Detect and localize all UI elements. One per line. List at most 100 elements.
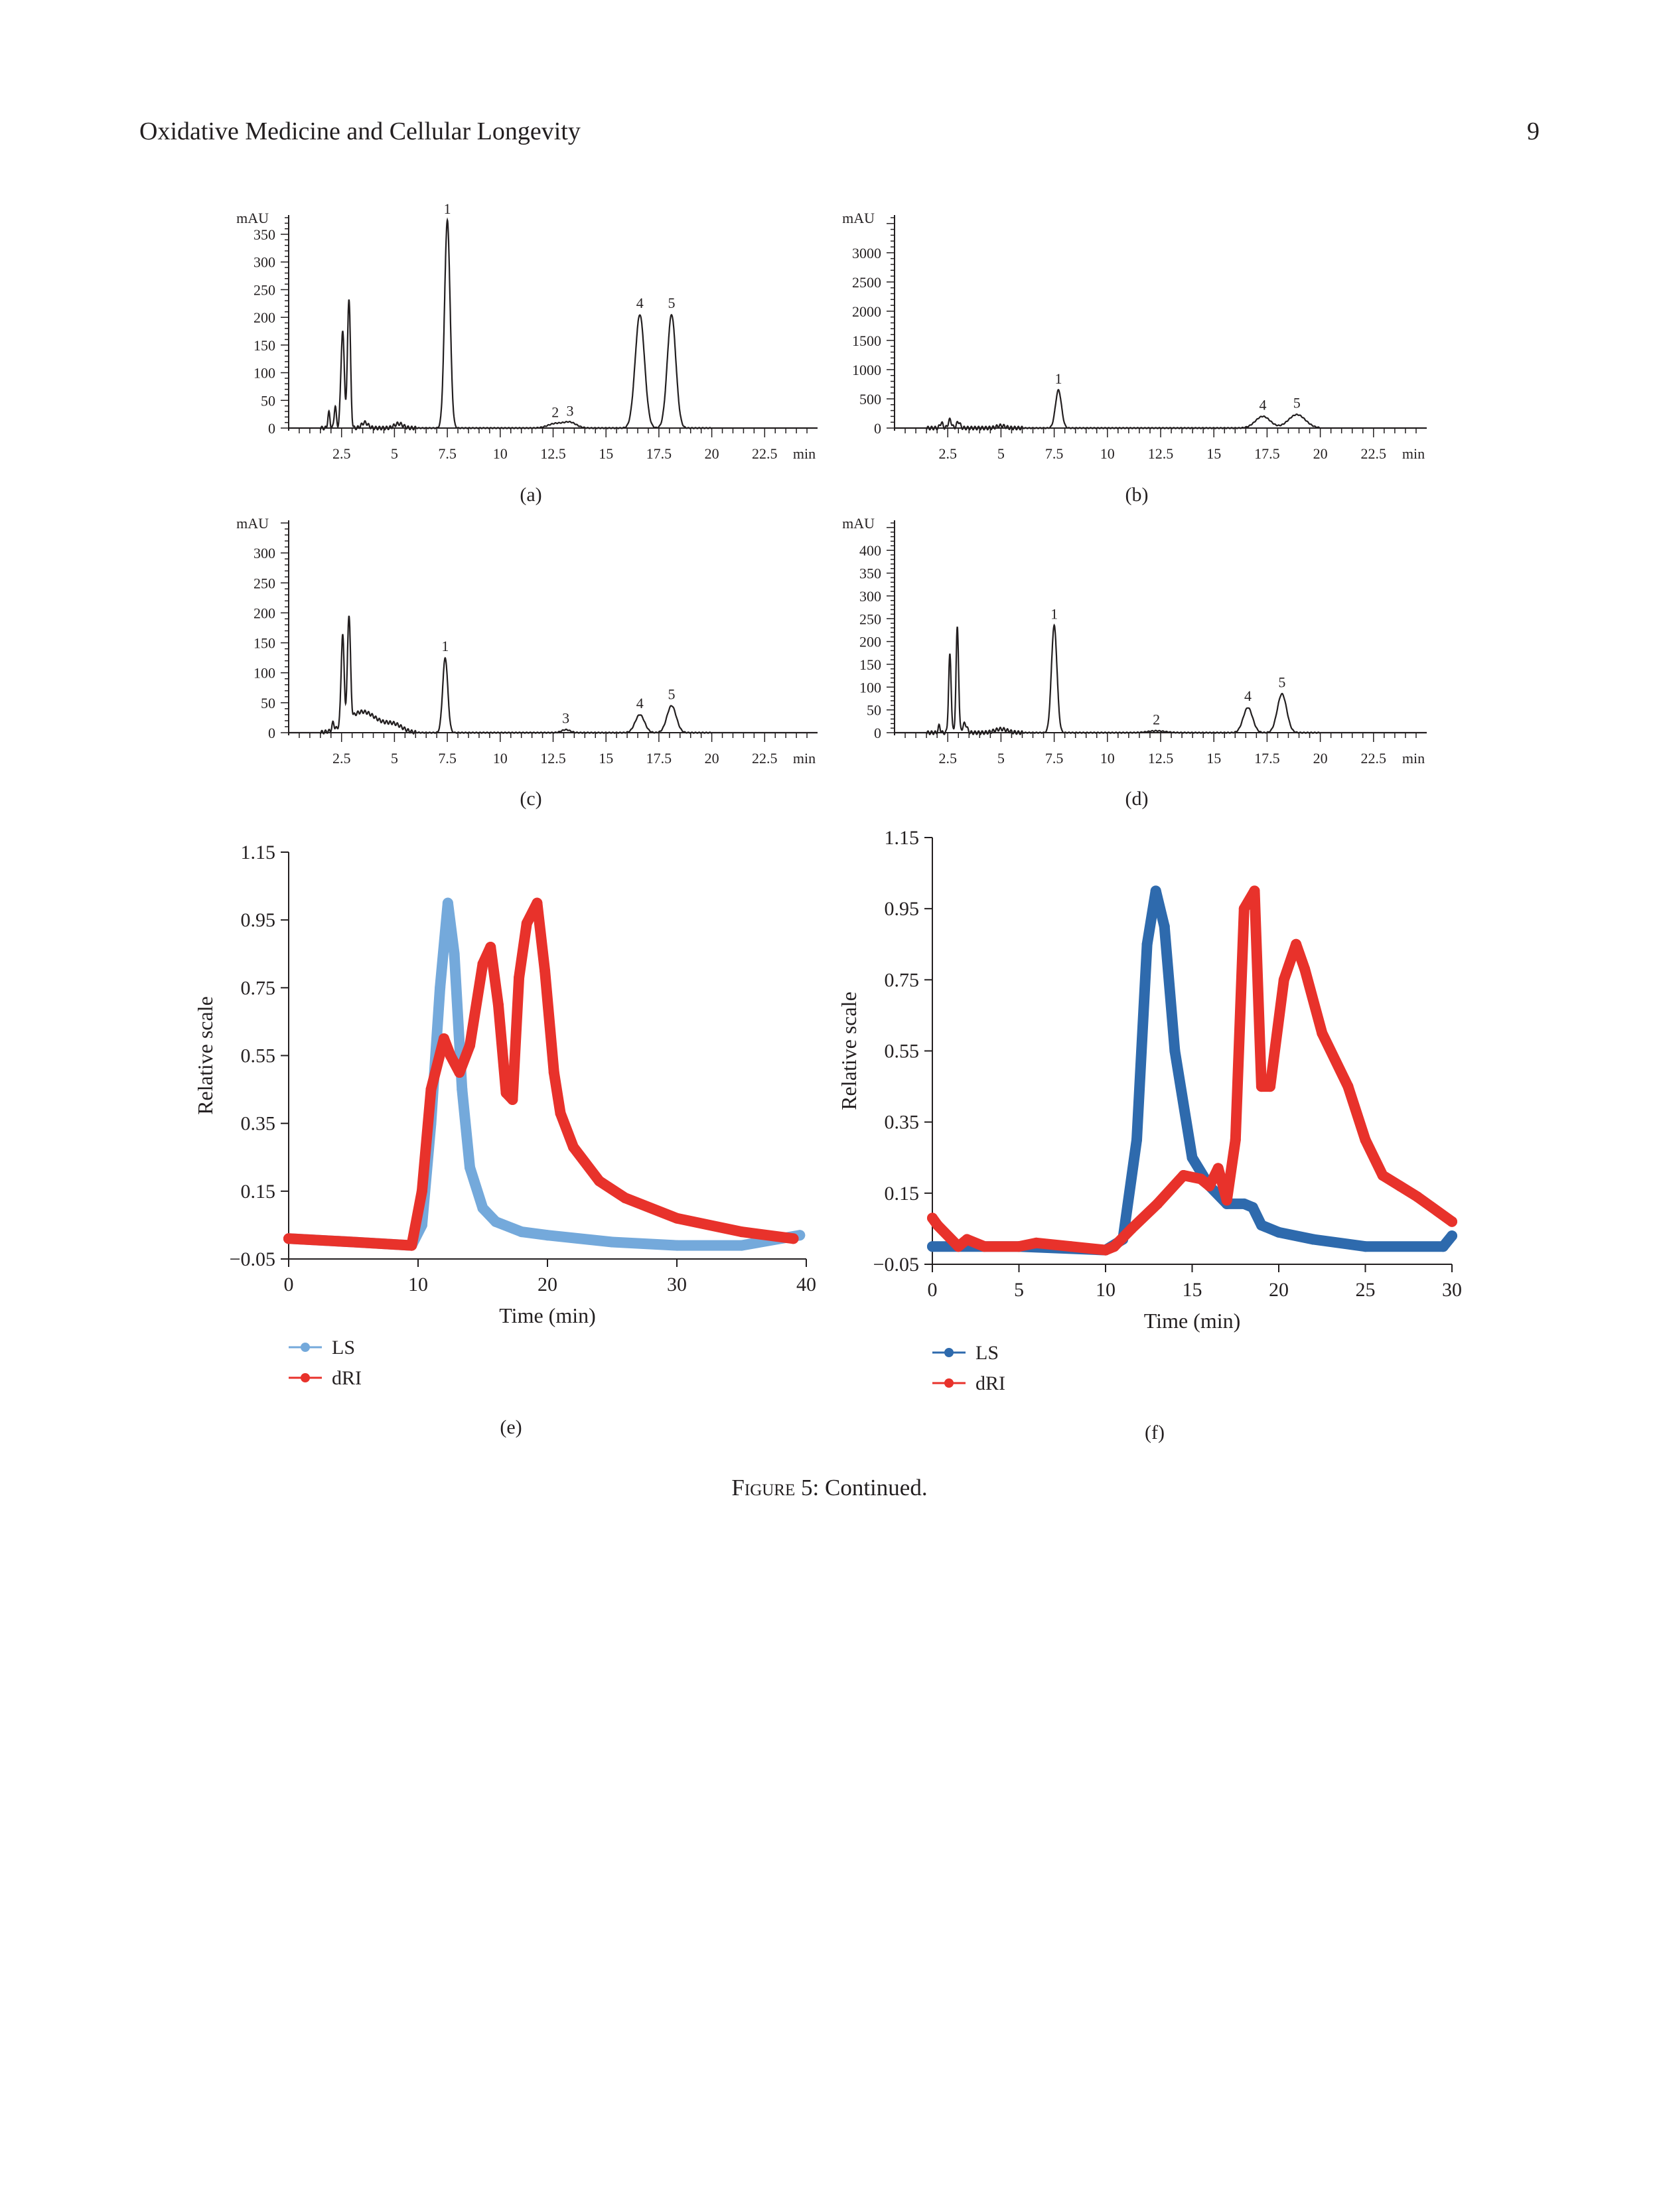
series-dRI-point <box>348 1236 359 1248</box>
x-tick-label: 5 <box>997 750 1005 767</box>
series-dRI-point <box>1447 1216 1457 1227</box>
legend-marker-dRI <box>944 1378 954 1388</box>
series-dRI-point <box>1256 1081 1267 1092</box>
x-tick-label: 15 <box>1206 445 1221 462</box>
x-tick-label: 12.5 <box>540 750 566 767</box>
peak-label-5: 5 <box>1293 395 1301 411</box>
series-LS-point <box>1169 1045 1181 1057</box>
x-tick-label: 15 <box>1183 1279 1202 1301</box>
y-axis-unit-label: mAU <box>842 210 875 226</box>
figure-caption-text: : Continued. <box>812 1475 928 1501</box>
x-tick-label: 30 <box>1442 1279 1462 1301</box>
peak-label-5: 5 <box>1278 674 1285 691</box>
y-tick-label: 200 <box>253 309 275 326</box>
y-axis-title: Relative scale <box>193 996 217 1115</box>
y-tick-label: 0.35 <box>241 1113 276 1135</box>
legend-label-LS: LS <box>975 1342 999 1364</box>
series-LS-point <box>516 1226 527 1238</box>
legend-label-LS: LS <box>332 1337 355 1359</box>
x-tick-label: 20 <box>705 750 719 767</box>
panel-caption: (f) <box>1145 1422 1165 1443</box>
x-tick-label: 5 <box>997 445 1005 462</box>
peak-label-1: 1 <box>1050 606 1058 623</box>
series-dRI-point <box>620 1193 630 1204</box>
y-tick-label: 0.55 <box>241 1045 276 1067</box>
x-tick-label: 2.5 <box>938 750 957 767</box>
chromatogram-trace <box>926 388 1321 431</box>
y-tick-label: 50 <box>867 702 881 719</box>
x-tick-label: 2.5 <box>332 750 351 767</box>
peak-label-4: 4 <box>1259 396 1266 413</box>
series-dRI-point <box>406 1240 417 1251</box>
x-tick-label: 15 <box>599 445 613 462</box>
peak-label-3: 3 <box>567 403 574 419</box>
series-dRI-point <box>1317 1027 1328 1039</box>
peak-label-4: 4 <box>636 695 644 711</box>
x-tick-label: 10 <box>1100 445 1115 462</box>
series-dRI-point <box>736 1226 747 1238</box>
series-dRI-point <box>1291 938 1302 950</box>
series-LS-point <box>736 1240 747 1251</box>
series-dRI-point <box>485 942 496 953</box>
series-dRI-point <box>953 1241 964 1252</box>
x-tick-label: 12.5 <box>540 445 566 462</box>
y-axis-unit-label: mAU <box>236 210 269 226</box>
x-tick-label: 2.5 <box>938 445 957 462</box>
y-tick-label: 0.15 <box>241 1181 276 1203</box>
series-LS-point <box>672 1240 682 1251</box>
series-dRI-point <box>1031 1237 1042 1248</box>
panel-caption: (d) <box>1125 788 1149 810</box>
series-dRI-point <box>979 1241 990 1252</box>
series-dRI-point <box>500 1087 512 1098</box>
x-tick-label: 7.5 <box>1045 750 1064 767</box>
series-LS-point <box>1238 1198 1250 1209</box>
y-tick-label: 2500 <box>852 274 881 291</box>
series-dRI-point <box>425 1084 437 1095</box>
figure-caption: Figure 5: Continued. <box>0 1475 1659 1501</box>
series-dRI-point <box>1100 1244 1111 1256</box>
series-dRI-point <box>439 1033 449 1044</box>
x-tick-label: 30 <box>667 1274 687 1295</box>
legend-marker-LS <box>301 1343 310 1352</box>
series-dRI-point <box>1109 1241 1120 1252</box>
y-tick-label: 100 <box>859 679 881 696</box>
chromatogram-trace <box>319 615 712 735</box>
y-tick-label: 0 <box>268 725 275 741</box>
panel-caption: (e) <box>500 1416 522 1438</box>
series-dRI-point <box>1204 1181 1215 1192</box>
x-tick-label: 0 <box>928 1279 938 1301</box>
x-tick-label: 2.5 <box>332 445 351 462</box>
series-dRI-point <box>1013 1241 1025 1252</box>
series-dRI-point <box>1377 1170 1388 1181</box>
series-dRI-point <box>1065 1241 1076 1252</box>
legend-marker-dRI <box>301 1373 310 1382</box>
series-dRI-point <box>521 918 532 929</box>
series-LS-point <box>442 897 453 909</box>
series-dRI-point <box>1264 1081 1275 1092</box>
x-tick-label: 0 <box>284 1274 294 1295</box>
x-tick-label: 22.5 <box>752 445 778 462</box>
series-LS-point <box>477 1203 488 1214</box>
running-header-journal-title: Oxidative Medicine and Cellular Longevit… <box>139 117 581 145</box>
series-LS-point <box>927 1241 938 1252</box>
series-dRI-point <box>962 1234 973 1245</box>
y-tick-label: 350 <box>859 565 881 582</box>
x-tick-label: 22.5 <box>1361 445 1387 462</box>
series-dRI-point <box>532 897 543 909</box>
y-tick-label: 150 <box>859 656 881 673</box>
y-tick-label: 250 <box>253 575 275 591</box>
y-tick-label: 300 <box>253 545 275 561</box>
y-tick-label: 0.95 <box>885 898 920 920</box>
y-tick-label: 0 <box>268 420 275 437</box>
y-tick-label: 3000 <box>852 245 881 261</box>
x-tick-label: 17.5 <box>646 750 672 767</box>
x-tick-label: 15 <box>599 750 613 767</box>
legend-marker-LS <box>944 1348 954 1357</box>
x-tick-label: 20 <box>1269 1279 1289 1301</box>
series-dRI-point <box>1278 974 1289 986</box>
x-tick-label: 5 <box>1014 1279 1024 1301</box>
y-axis-unit-label: mAU <box>236 515 269 532</box>
y-tick-label: 300 <box>859 588 881 605</box>
series-LS-point <box>1273 1226 1284 1238</box>
peak-label-3: 3 <box>562 709 569 726</box>
